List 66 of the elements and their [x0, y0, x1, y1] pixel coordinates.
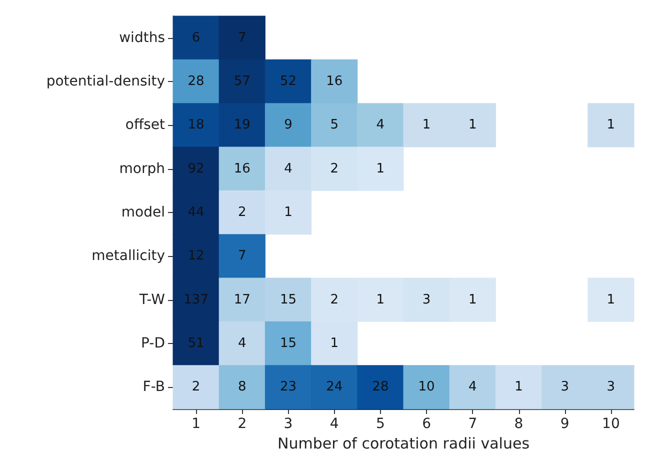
data-label: 8 — [238, 380, 246, 395]
data-label: 15 — [280, 336, 297, 351]
data-label: 57 — [234, 74, 250, 89]
data-label: 24 — [326, 380, 343, 395]
data-label: 1 — [606, 118, 616, 133]
data-label: 16 — [234, 161, 250, 176]
data-label: 2 — [330, 161, 338, 176]
data-label: 4 — [376, 118, 385, 133]
x-tick-label: 5 — [376, 416, 385, 432]
data-label: 15 — [280, 292, 297, 308]
y-tick-label: T-W — [138, 292, 166, 308]
data-label: 137 — [184, 292, 208, 308]
x-tick-label: 7 — [468, 416, 478, 432]
y-tick-label: morph — [119, 160, 165, 177]
data-label: 23 — [280, 380, 297, 395]
data-label: 3 — [560, 380, 569, 395]
y-tick-label: F-B — [142, 379, 165, 396]
data-label: 4 — [238, 336, 246, 351]
y-tick-label: metallicity — [92, 248, 165, 264]
data-label: 1 — [330, 336, 338, 351]
data-label: 2 — [330, 292, 338, 308]
data-label: 2 — [192, 380, 200, 395]
data-label: 4 — [284, 161, 292, 176]
data-label: 7 — [238, 30, 246, 46]
data-label: 44 — [188, 205, 204, 220]
data-label: 3 — [422, 292, 431, 308]
x-tick-label: 3 — [284, 416, 293, 432]
x-tick-label: 9 — [560, 416, 570, 432]
data-label: 1 — [284, 205, 292, 220]
data-label: 6 — [192, 30, 200, 46]
data-label: 10 — [418, 380, 435, 395]
x-tick-label: 4 — [330, 416, 339, 432]
data-label: 9 — [284, 118, 292, 133]
data-label: 92 — [188, 161, 204, 176]
data-label: 52 — [280, 74, 297, 89]
y-tick-label: P-D — [141, 336, 165, 352]
x-axis-title: Number of corotation radii values — [277, 434, 530, 452]
y-tick-label: potential-density — [46, 74, 165, 90]
data-label: 1 — [606, 292, 616, 308]
data-label: 18 — [188, 118, 204, 133]
y-tick-label: offset — [125, 117, 166, 134]
y-tick-label: model — [121, 204, 165, 220]
data-label: 4 — [468, 380, 477, 395]
data-label: 28 — [188, 74, 204, 89]
x-tick-label: 1 — [192, 416, 201, 432]
data-label: 1 — [376, 292, 385, 308]
data-label: 3 — [606, 380, 616, 395]
data-label: 12 — [188, 248, 204, 264]
data-label: 19 — [234, 118, 250, 133]
data-label: 16 — [326, 74, 343, 89]
data-label: 7 — [238, 248, 246, 264]
data-label: 1 — [468, 118, 477, 133]
data-label: 17 — [234, 292, 250, 308]
data-label: 1 — [376, 161, 385, 176]
data-label: 51 — [188, 336, 204, 351]
data-label: 5 — [330, 118, 338, 133]
data-label: 1 — [422, 118, 431, 133]
y-tick-label: widths — [119, 30, 165, 46]
data-label: 1 — [468, 292, 477, 308]
data-label: 1 — [514, 380, 523, 395]
x-tick-label: 10 — [602, 416, 620, 432]
x-tick-label: 2 — [238, 416, 247, 432]
x-tick-label: 8 — [514, 416, 524, 432]
x-tick-label: 6 — [422, 416, 432, 432]
data-label: 28 — [372, 380, 389, 395]
data-label: 2 — [238, 205, 246, 220]
